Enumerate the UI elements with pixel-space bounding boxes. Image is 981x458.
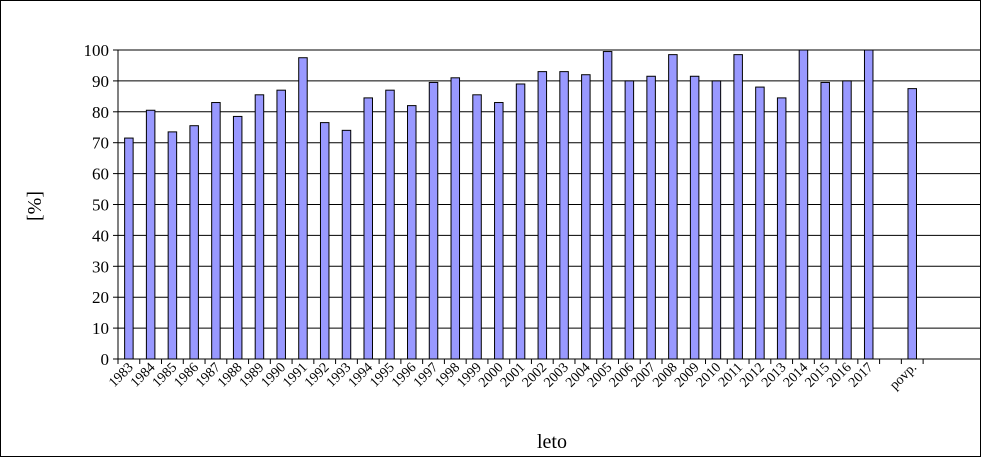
bar — [798, 49, 809, 360]
bar — [689, 75, 700, 360]
bar — [820, 81, 830, 360]
y-tick-label: 70 — [92, 134, 109, 153]
bar — [494, 102, 504, 360]
bar — [428, 81, 439, 360]
bar — [842, 80, 852, 360]
bar — [276, 89, 286, 360]
bars — [124, 49, 917, 360]
bar — [363, 97, 373, 360]
bar — [319, 122, 330, 360]
bar — [124, 137, 134, 360]
y-tick-label: 50 — [92, 196, 109, 215]
y-axis-title: [%] — [24, 191, 46, 221]
bar — [755, 86, 765, 360]
y-tick-label: 0 — [101, 350, 110, 369]
y-tick-labels: 0 10 20 30 40 50 60 70 80 90 100 — [84, 41, 110, 369]
bar — [254, 94, 265, 360]
bar — [581, 74, 591, 360]
y-tick-label: 20 — [92, 288, 109, 307]
bar — [668, 54, 678, 360]
bar — [298, 57, 308, 360]
bar — [733, 54, 743, 360]
bar — [385, 89, 395, 360]
bar — [646, 75, 656, 360]
bar — [907, 88, 917, 360]
y-tick-label: 80 — [92, 103, 109, 122]
bar — [537, 71, 548, 360]
y-tick-label: 100 — [84, 41, 110, 60]
bar — [515, 83, 526, 360]
y-tick-label: 40 — [92, 226, 109, 245]
bar — [472, 94, 482, 360]
bar — [145, 109, 156, 360]
x-tick-labels: 1983198419851986198719881989199019911992… — [106, 360, 920, 393]
bar — [232, 115, 243, 360]
bar — [776, 97, 787, 360]
y-tick-label: 10 — [92, 319, 109, 338]
bar — [341, 129, 352, 360]
x-axis-title: leto — [537, 431, 567, 453]
y-tick-label: 60 — [92, 165, 109, 184]
bar — [602, 51, 613, 360]
y-tick-label: 30 — [92, 257, 109, 276]
bar — [211, 102, 221, 360]
y-tick-label: 90 — [92, 72, 109, 91]
bar — [624, 80, 635, 360]
axes — [113, 49, 981, 364]
bar — [711, 80, 722, 360]
bar — [559, 71, 569, 360]
bar — [863, 49, 874, 360]
bar — [167, 131, 178, 360]
bar — [189, 125, 199, 360]
bar — [450, 77, 461, 360]
bar — [407, 105, 417, 360]
x-tick-label: povp. — [887, 360, 920, 393]
x-tick-label: 2017 — [846, 360, 876, 390]
